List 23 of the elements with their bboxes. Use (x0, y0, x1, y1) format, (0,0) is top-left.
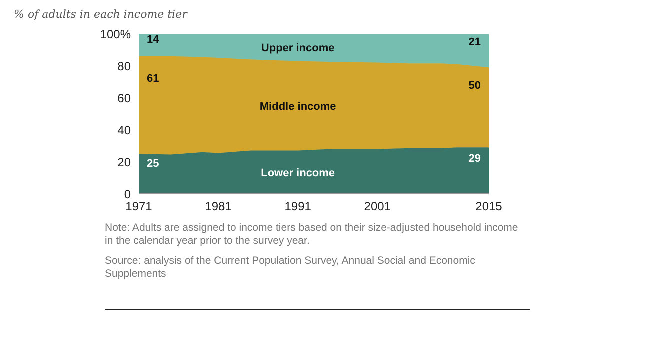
y-tick-label: 40 (118, 123, 132, 138)
x-tick-label: 1991 (284, 200, 312, 214)
series-label: Middle income (260, 101, 336, 113)
y-tick-label: 80 (118, 59, 132, 74)
series-label: Upper income (261, 42, 335, 55)
data-label: 21 (468, 36, 481, 48)
chart-title: % of adults in each income tier (14, 8, 189, 23)
y-tick-label: 60 (118, 91, 132, 106)
data-label: 25 (147, 158, 160, 170)
y-tick-label: 0 (124, 187, 132, 202)
y-tick-label: 20 (118, 155, 132, 170)
data-label: 50 (468, 80, 481, 92)
source-note: Source: analysis of the Current Population Survey, Annual Social and Economic Supplements (105, 255, 476, 281)
x-tick-label: 2001 (364, 200, 392, 214)
text: Note: Adults are assigned to income tiers based on their size-adjusted household income in the calendar year prior to the survey year. (105, 222, 520, 248)
x-tick-label: 1981 (205, 200, 232, 214)
data-label: 14 (147, 34, 160, 46)
series-label: Lower income (261, 167, 336, 180)
x-tick-label: 2015 (476, 200, 503, 214)
x-tick-label: 1971 (126, 200, 153, 214)
data-label: 61 (147, 72, 160, 85)
y-tick-label: 100% (100, 27, 132, 42)
data-label: 29 (468, 152, 481, 165)
